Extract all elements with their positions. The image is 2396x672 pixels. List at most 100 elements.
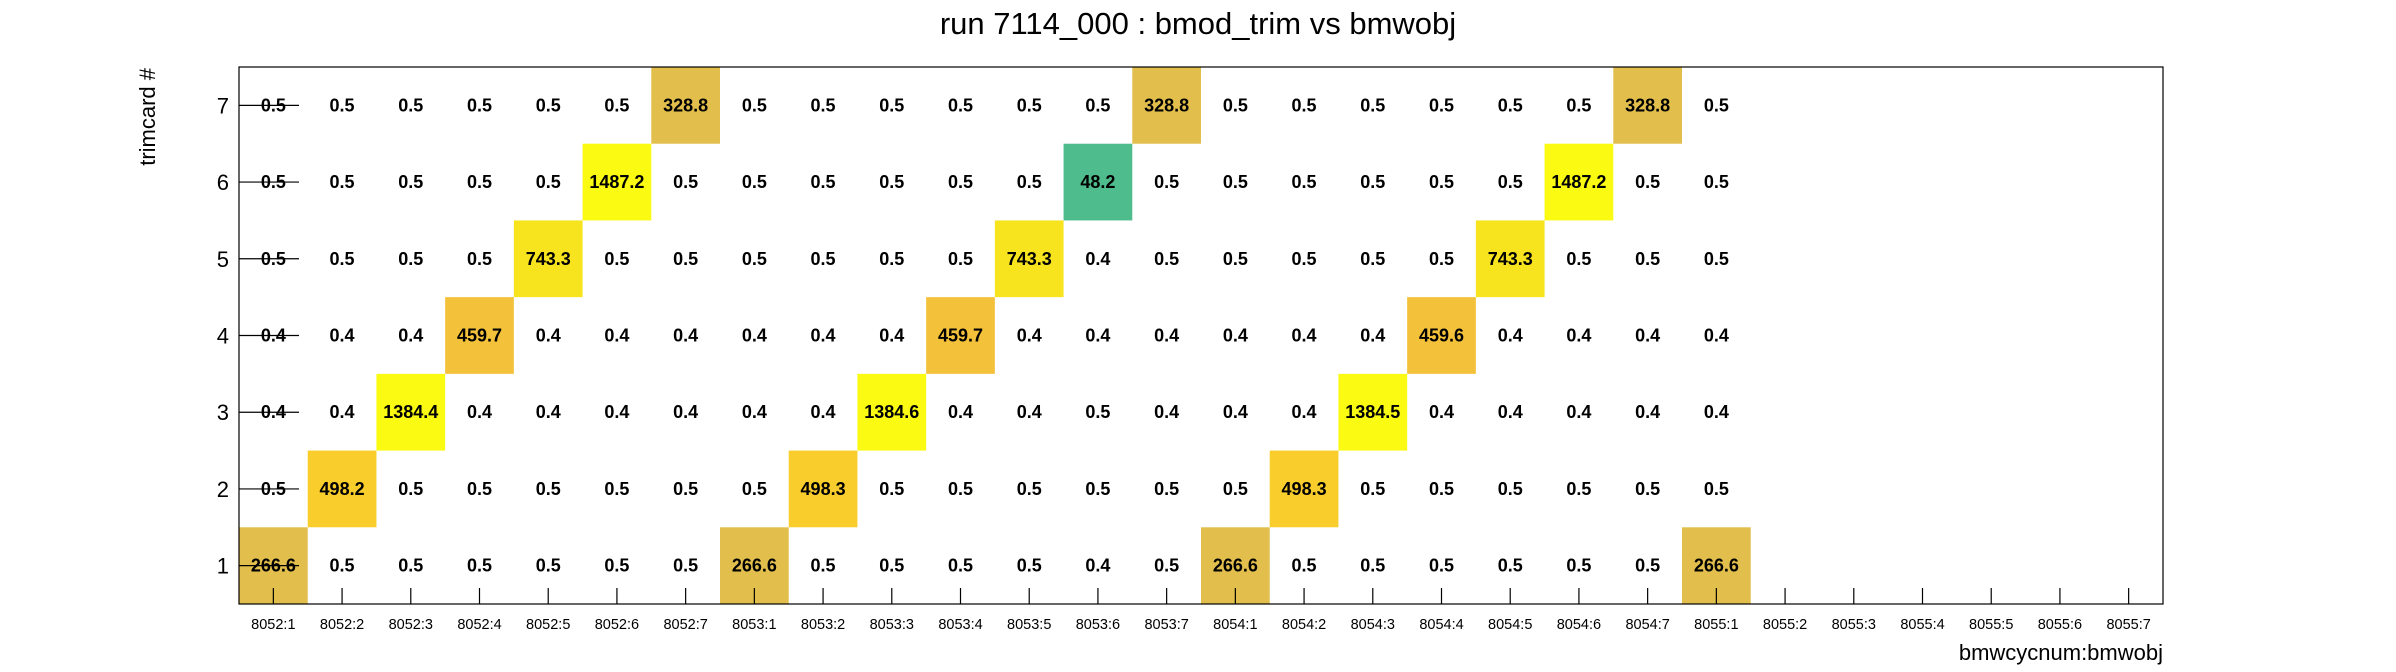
cell-value-label: 0.5: [742, 249, 767, 269]
cell-value-label: 0.5: [1498, 95, 1523, 115]
cell-value-label: 0.5: [1429, 479, 1454, 499]
cell-value-label: 0.5: [879, 556, 904, 576]
heatmap-cell: [1407, 297, 1476, 374]
cell-value-label: 0.5: [948, 172, 973, 192]
heatmap-cell: [788, 450, 858, 528]
cell-value-label: 0.4: [1223, 326, 1248, 346]
x-tick-label: 8055:1: [1694, 617, 1738, 633]
cell-value-label: 0.5: [1635, 172, 1660, 192]
cell-value-label: 0.4: [1017, 326, 1042, 346]
cell-value-label: 0.5: [673, 172, 698, 192]
cell-value-label: 0.5: [742, 479, 767, 499]
x-tick-label: 8055:5: [1969, 617, 2013, 633]
cell-value-label: 0.5: [398, 249, 423, 269]
heatmap-cell: [926, 297, 995, 374]
cell-value-label: 0.5: [1360, 95, 1385, 115]
cell-value-label: 0.5: [1498, 172, 1523, 192]
heatmap-cell: [376, 373, 446, 451]
cell-value-label: 0.5: [536, 172, 561, 192]
heatmap-cell: [1475, 220, 1545, 298]
x-tick-label: 8055:4: [1900, 617, 1944, 633]
cell-value-label: 0.5: [1635, 249, 1660, 269]
heatmap-cell: [445, 297, 514, 374]
y-tick-label: 4: [217, 324, 229, 349]
cell-value-label: 0.5: [948, 479, 973, 499]
cell-value-label: 0.5: [467, 556, 492, 576]
heatmap-cells: [239, 67, 1751, 604]
cell-value-label: 0.5: [1566, 95, 1591, 115]
x-tick-label: 8053:6: [1076, 617, 1120, 633]
cell-value-label: 0.5: [673, 556, 698, 576]
cell-value-label: 0.5: [948, 556, 973, 576]
cell-value-label: 0.4: [1085, 249, 1110, 269]
cell-value-label: 266.6: [1694, 556, 1739, 576]
cell-value-label: 0.4: [1635, 402, 1660, 422]
cell-value-label: 0.4: [1154, 326, 1179, 346]
cell-value-label: 0.4: [330, 402, 355, 422]
cell-value-label: 0.5: [811, 249, 836, 269]
x-tick-label: 8054:6: [1557, 617, 1601, 633]
x-tick-label: 8052:3: [389, 617, 433, 633]
cell-value-label: 0.5: [398, 172, 423, 192]
cell-value-label: 0.4: [1085, 326, 1110, 346]
cell-value-label: 0.5: [948, 249, 973, 269]
cell-value-label: 0.4: [1704, 402, 1729, 422]
cell-value-label: 0.5: [604, 556, 629, 576]
cell-value-label: 0.5: [536, 95, 561, 115]
cell-value-label: 0.5: [1704, 479, 1729, 499]
cell-value-label: 0.4: [673, 326, 698, 346]
x-tick-label: 8053:5: [1007, 617, 1051, 633]
cell-value-label: 0.5: [1292, 249, 1317, 269]
cell-value-label: 0.4: [811, 402, 836, 422]
x-tick-label: 8054:4: [1419, 617, 1463, 633]
cell-value-label: 0.5: [330, 556, 355, 576]
cell-value-label: 0.5: [1223, 249, 1248, 269]
cell-value-label: 0.5: [673, 249, 698, 269]
cell-value-label: 0.5: [398, 556, 423, 576]
x-tick-label: 8055:2: [1763, 617, 1807, 633]
x-tick-label: 8054:3: [1351, 617, 1395, 633]
cell-value-label: 0.5: [1223, 95, 1248, 115]
x-tick-label: 8055:6: [2038, 617, 2082, 633]
cell-value-label: 0.5: [742, 95, 767, 115]
y-tick-label: 2: [217, 477, 229, 502]
x-tick-label: 8053:7: [1144, 617, 1188, 633]
x-tick-label: 8054:5: [1488, 617, 1532, 633]
heatmap-cell: [1613, 67, 1682, 144]
cell-value-label: 1384.6: [864, 402, 919, 422]
x-tick-label: 8052:1: [251, 617, 295, 633]
cell-value-label: 0.4: [1704, 326, 1729, 346]
cell-value-label: 0.4: [536, 402, 561, 422]
heatmap-cell: [1063, 143, 1133, 221]
heatmap-cell: [582, 143, 652, 221]
cell-value-label: 0.5: [1498, 556, 1523, 576]
cell-value-label: 498.2: [320, 479, 365, 499]
x-tick-label: 8052:6: [595, 617, 639, 633]
cell-value-label: 328.8: [1625, 95, 1670, 115]
cell-value-label: 328.8: [1144, 95, 1189, 115]
cell-value-label: 0.5: [1017, 556, 1042, 576]
y-tick-label: 7: [217, 93, 229, 118]
y-axis-ticks: 1 2 3 4 5 6 7: [217, 93, 299, 579]
x-tick-label: 8054:1: [1213, 617, 1257, 633]
cell-value-label: 0.5: [604, 479, 629, 499]
x-tick-label: 8053:3: [870, 617, 914, 633]
heatmap-cell: [651, 67, 720, 144]
cell-value-label: 0.5: [1154, 172, 1179, 192]
cell-value-label: 1487.2: [589, 172, 644, 192]
cell-value-label: 0.5: [398, 479, 423, 499]
cell-value-label: 0.5: [398, 95, 423, 115]
x-tick-label: 8052:5: [526, 617, 570, 633]
cell-value-label: 0.4: [742, 402, 767, 422]
y-tick-label: 5: [217, 247, 229, 272]
y-tick-label: 1: [217, 554, 229, 579]
cell-value-label: 0.5: [1017, 95, 1042, 115]
cell-value-label: 0.5: [1360, 479, 1385, 499]
cell-value-label: 0.5: [673, 479, 698, 499]
cell-value-label: 0.5: [879, 249, 904, 269]
x-tick-label: 8055:3: [1832, 617, 1876, 633]
x-axis-ticks: 8052:1 8052:2 8052:3 8052:4 8052:5 8052:6 8052…: [251, 588, 2151, 633]
cell-value-label: 0.4: [742, 326, 767, 346]
cell-value-label: 0.5: [811, 556, 836, 576]
cell-value-label: 0.5: [1566, 249, 1591, 269]
